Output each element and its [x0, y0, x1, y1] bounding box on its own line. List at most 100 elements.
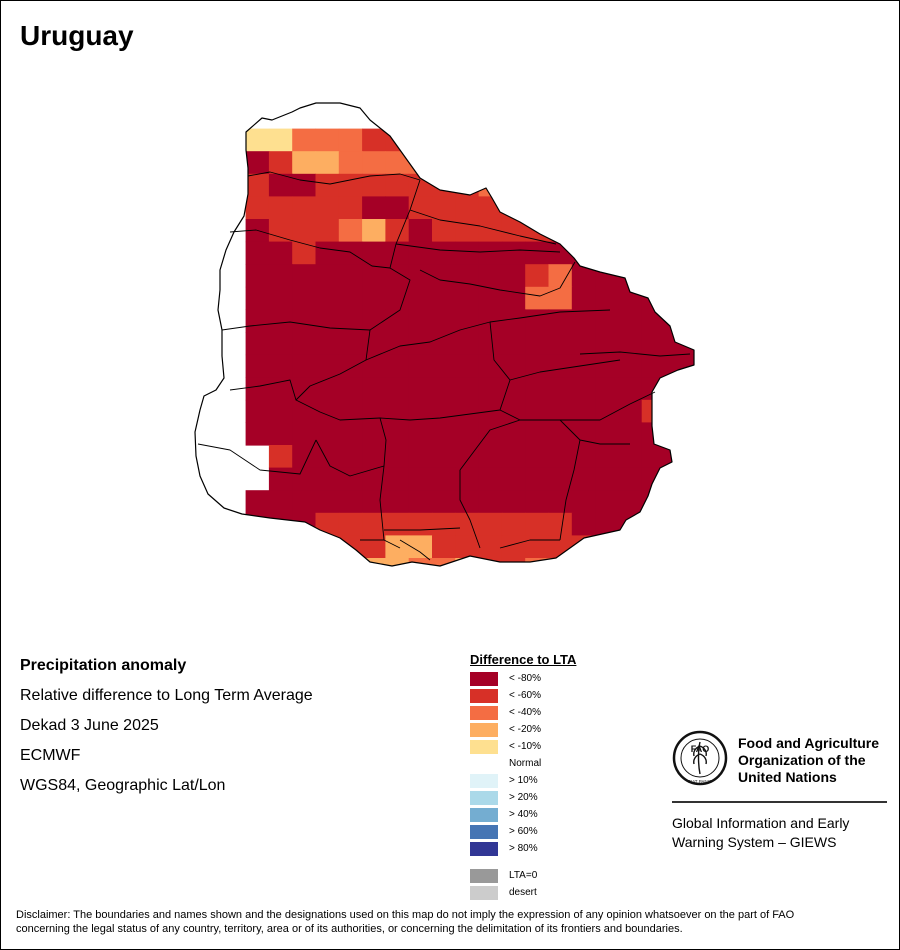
anomaly-cell [501, 512, 526, 536]
anomaly-cell [292, 196, 317, 220]
anomaly-cell [408, 535, 433, 559]
anomaly-cell [408, 399, 433, 423]
legend-label: < -60% [509, 690, 541, 701]
anomaly-cell [571, 354, 596, 378]
legend-item: < -40% [470, 705, 576, 722]
anomaly-cell [268, 241, 293, 265]
anomaly-cell [501, 332, 526, 356]
anomaly-cell [665, 445, 689, 469]
anomaly-cell [571, 264, 596, 288]
anomaly-cell [478, 512, 503, 536]
anomaly-cell [315, 286, 340, 310]
anomaly-cell [478, 196, 503, 220]
anomaly-cell [665, 558, 689, 566]
anomaly-cell [735, 445, 759, 468]
anomaly-cell [408, 309, 433, 333]
anomaly-cell [292, 264, 317, 288]
info-projection: WGS84, Geographic Lat/Lon [20, 777, 226, 794]
anomaly-cell [688, 264, 694, 288]
emblem-motto: FIAT PANIS [688, 779, 712, 784]
anomaly-cell [408, 286, 433, 310]
anomaly-cell [338, 377, 363, 401]
anomaly-cell [618, 581, 642, 604]
anomaly-cell [432, 377, 456, 401]
legend-label: < -40% [509, 707, 541, 718]
legend-item: < -80% [470, 671, 576, 688]
legend-item: < -10% [470, 739, 576, 756]
anomaly-cell [595, 241, 619, 265]
anomaly-cell [245, 241, 270, 265]
anomaly-cell [618, 309, 643, 333]
anomaly-cell [478, 106, 503, 130]
anomaly-cell [595, 603, 619, 626]
anomaly-cell [571, 241, 596, 265]
anomaly-cell [245, 332, 270, 356]
anomaly-cell [432, 603, 456, 626]
anomaly-cell [501, 309, 526, 333]
anomaly-cell [548, 445, 573, 469]
anomaly-cell [362, 196, 386, 220]
anomaly-cell [501, 490, 526, 514]
anomaly-cell [245, 286, 270, 310]
anomaly-cell [292, 219, 317, 243]
legend-label: desert [509, 887, 537, 898]
anomaly-cell [455, 399, 480, 423]
anomaly-cell [665, 535, 689, 559]
anomaly-cell [641, 399, 666, 423]
anomaly-cell [525, 445, 550, 469]
anomaly-cell [548, 173, 573, 197]
anomaly-cell [525, 490, 550, 514]
anomaly-cell [688, 286, 694, 310]
anomaly-cell [338, 467, 363, 491]
anomaly-cell [712, 468, 736, 491]
legend-swatch [470, 825, 498, 839]
anomaly-cell [618, 558, 643, 566]
anomaly-cell [712, 377, 736, 400]
anomaly-cell [315, 377, 340, 401]
anomaly-cell [432, 512, 456, 536]
info-heading: Precipitation anomaly [20, 657, 187, 674]
anomaly-cell [595, 467, 619, 491]
anomaly-cell [618, 332, 643, 356]
anomaly-cell [245, 173, 270, 197]
anomaly-cell [432, 467, 456, 491]
anomaly-cell [525, 241, 550, 265]
anomaly-cell [362, 309, 386, 333]
anomaly-cell [362, 332, 386, 356]
legend-swatch [470, 886, 498, 900]
anomaly-cell [525, 422, 550, 446]
anomaly-cell [665, 309, 689, 333]
anomaly-cell [595, 558, 619, 566]
anomaly-cell [339, 581, 363, 604]
anomaly-cell [641, 512, 666, 536]
anomaly-cell [245, 151, 270, 175]
anomaly-cell [595, 490, 619, 514]
anomaly-cell [712, 355, 736, 378]
anomaly-cell [385, 399, 410, 423]
anomaly-cell [688, 467, 694, 491]
anomaly-cell [292, 286, 317, 310]
anomaly-cell [315, 151, 340, 175]
anomaly-cell [688, 490, 694, 514]
anomaly-cell [432, 241, 456, 265]
anomaly-cell [455, 286, 480, 310]
fao-org-name: Food and Agriculture Organization of the… [738, 735, 880, 785]
anomaly-cell [595, 626, 619, 640]
anomaly-cell [362, 422, 386, 446]
anomaly-cell [642, 603, 666, 626]
anomaly-cell [455, 422, 480, 446]
anomaly-cell [292, 512, 317, 536]
anomaly-cell [408, 422, 433, 446]
anomaly-cell [455, 264, 480, 288]
anomaly-cell [525, 332, 550, 356]
anomaly-cell [665, 581, 689, 604]
legend-swatch [470, 842, 498, 856]
anomaly-cell [735, 513, 759, 536]
anomaly-cell [408, 490, 433, 514]
anomaly-cell [292, 467, 317, 491]
anomaly-cell [548, 512, 573, 536]
anomaly-cell [595, 286, 619, 310]
anomaly-cell [455, 467, 480, 491]
anomaly-cell [665, 332, 689, 356]
legend-swatch [470, 774, 498, 788]
